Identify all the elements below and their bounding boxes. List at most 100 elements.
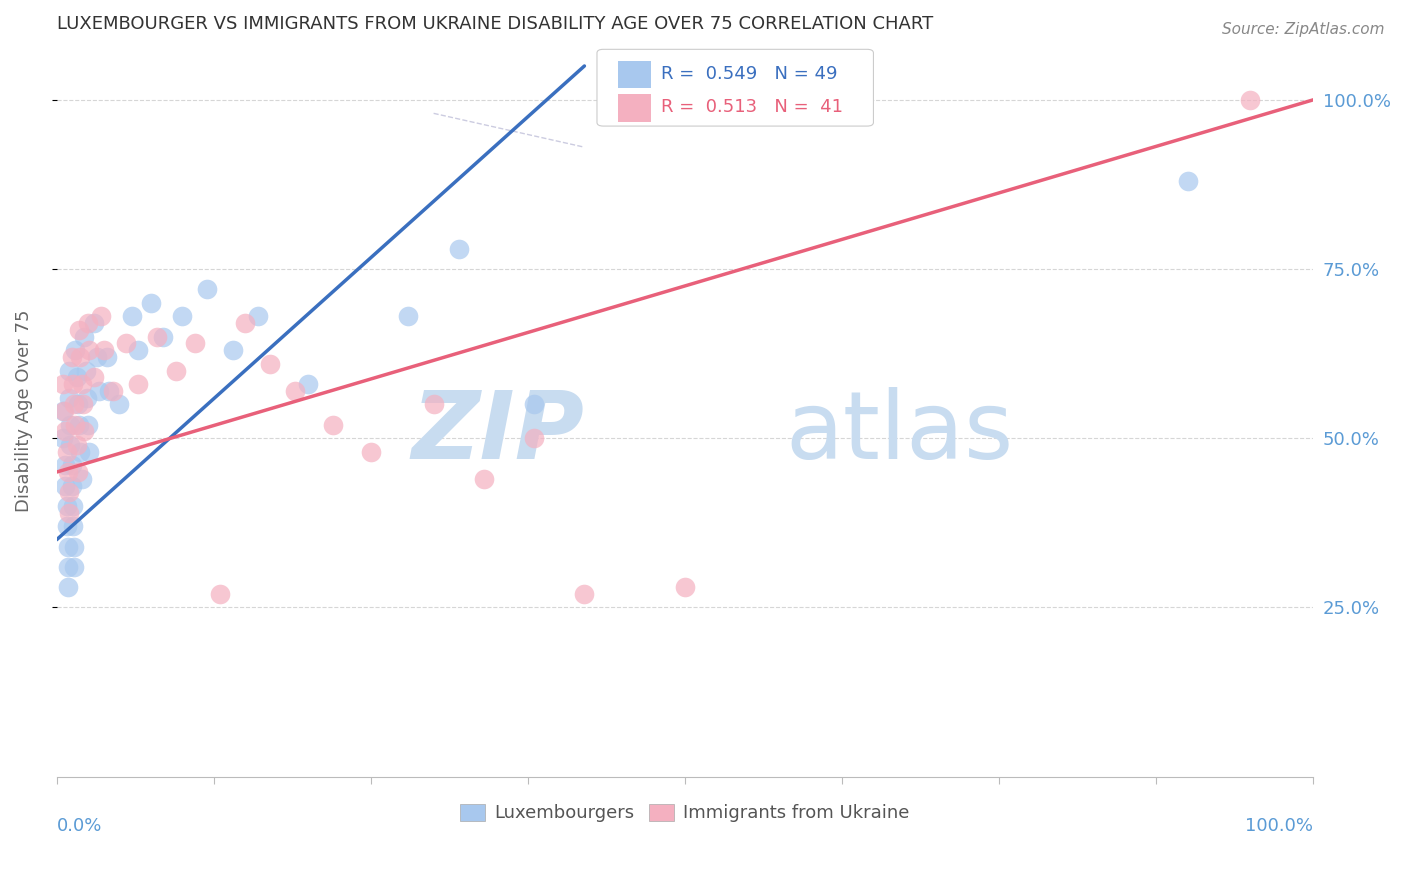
Point [73,425,96,439]
Point [70,377,93,392]
Point [52,377,75,392]
FancyBboxPatch shape [619,61,651,88]
Point [90,310,112,324]
Point [77,316,100,330]
Point [58,485,80,500]
Point [221,343,243,358]
Point [55,478,77,492]
Point [322,417,344,432]
Text: Source: ZipAtlas.com: Source: ZipAtlas.com [1222,22,1385,37]
Point [55,499,77,513]
Point [58,363,80,377]
Point [52,404,75,418]
Point [69,350,91,364]
Point [127,377,149,392]
Point [67,323,90,337]
Point [172,310,194,324]
Point [73,329,96,343]
Point [72,397,94,411]
Point [1239,93,1261,107]
FancyBboxPatch shape [619,94,651,122]
Point [59,417,82,432]
Point [63,540,86,554]
Point [360,444,382,458]
Point [66,465,89,479]
Point [63,397,86,411]
FancyBboxPatch shape [598,49,873,126]
Point [83,370,105,384]
Point [60,458,83,473]
Point [259,357,281,371]
Point [284,384,307,398]
Point [89,384,111,398]
Point [472,472,495,486]
Point [673,580,696,594]
Point [58,391,80,405]
Point [398,310,420,324]
Point [114,336,136,351]
Point [197,282,219,296]
Point [146,329,169,343]
Point [93,343,115,358]
Point [55,519,77,533]
Point [66,370,89,384]
Point [422,397,444,411]
Point [63,559,86,574]
Point [184,336,207,351]
Point [246,310,269,324]
Point [60,478,83,492]
Point [56,580,79,594]
Text: atlas: atlas [786,387,1014,479]
Point [76,391,98,405]
Point [297,377,319,392]
Point [52,431,75,445]
Point [165,363,187,377]
Point [233,316,256,330]
Y-axis label: Disability Age Over 75: Disability Age Over 75 [15,310,32,512]
Point [70,472,93,486]
Point [108,397,131,411]
Point [60,350,83,364]
Point [127,343,149,358]
Point [101,384,124,398]
Point [98,384,121,398]
Point [1177,174,1199,188]
Point [152,329,174,343]
Point [58,506,80,520]
Point [66,397,89,411]
Text: 0.0%: 0.0% [56,817,103,835]
Point [55,458,77,473]
Point [65,343,87,358]
Point [523,431,546,445]
Point [79,343,101,358]
Point [86,350,108,364]
Point [77,417,100,432]
Point [79,444,101,458]
Point [56,540,79,554]
Point [523,397,546,411]
Point [447,242,470,256]
Point [56,559,79,574]
Point [96,350,118,364]
Point [69,444,91,458]
Point [208,587,231,601]
Text: R =  0.549   N = 49: R = 0.549 N = 49 [661,65,838,83]
Point [65,417,87,432]
Point [66,438,89,452]
Point [139,296,162,310]
Point [62,519,84,533]
Point [574,587,596,601]
Text: R =  0.513   N =  41: R = 0.513 N = 41 [661,98,844,116]
Point [67,417,90,432]
Point [62,499,84,513]
Point [121,310,143,324]
Point [62,377,84,392]
Point [53,404,76,418]
Point [55,425,77,439]
Text: ZIP: ZIP [412,387,585,479]
Legend: Luxembourgers, Immigrants from Ukraine: Luxembourgers, Immigrants from Ukraine [460,804,910,822]
Point [59,438,82,452]
Point [75,363,97,377]
Point [55,444,77,458]
Point [56,465,79,479]
